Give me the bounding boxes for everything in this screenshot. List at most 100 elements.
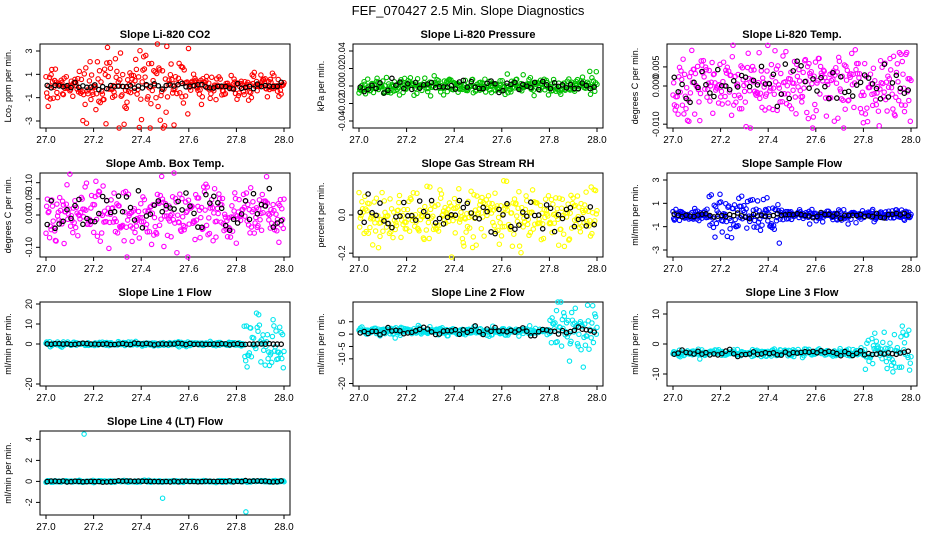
reference-point (726, 86, 733, 93)
data-point (588, 184, 594, 190)
data-point (584, 302, 591, 308)
data-point (499, 77, 505, 84)
data-point (158, 216, 164, 222)
data-point (885, 208, 892, 214)
data-point (111, 93, 118, 99)
reference-point (551, 80, 558, 86)
data-point (691, 205, 698, 212)
data-point (734, 81, 741, 87)
data-point (124, 217, 131, 223)
data-point (461, 243, 467, 249)
reference-point (691, 351, 697, 357)
reference-point (456, 331, 463, 338)
data-point (281, 478, 287, 485)
data-point (905, 354, 911, 361)
data-point (105, 73, 111, 80)
data-point (823, 113, 830, 119)
data-point (72, 224, 79, 231)
reference-point (72, 202, 78, 209)
reference-point (278, 79, 285, 86)
data-point (137, 47, 143, 54)
reference-point (127, 83, 134, 89)
data-point (456, 219, 463, 225)
data-point (697, 356, 703, 362)
data-point (539, 221, 546, 227)
data-point (279, 355, 285, 362)
reference-point (563, 85, 570, 91)
reference-point (500, 87, 506, 94)
data-point (561, 243, 568, 250)
y-tick-label: -10 (337, 352, 347, 365)
reference-point (246, 216, 253, 223)
data-point (166, 77, 172, 83)
data-point (797, 87, 804, 94)
x-tick-label: 27.4 (131, 393, 151, 404)
data-point (861, 60, 868, 67)
data-point (113, 218, 119, 225)
reference-point (865, 75, 872, 81)
data-point (725, 203, 732, 209)
data-point (462, 77, 469, 84)
data-point (545, 92, 552, 98)
data-point (256, 197, 263, 203)
x-tick-label: 27.6 (492, 393, 512, 404)
data-point (134, 91, 140, 97)
data-point (364, 207, 370, 214)
reference-point (408, 86, 415, 93)
data-point (174, 90, 180, 97)
data-point (271, 72, 277, 79)
data-point (361, 78, 367, 85)
data-point (543, 207, 550, 214)
data-point (499, 224, 505, 230)
reference-point (703, 349, 709, 356)
data-point (806, 221, 813, 227)
data-point (846, 97, 852, 103)
data-point (675, 111, 681, 117)
data-point (266, 217, 272, 223)
data-point (230, 214, 237, 220)
data-point (902, 102, 908, 108)
data-point (724, 233, 731, 240)
data-point (741, 88, 748, 95)
data-point (567, 210, 573, 216)
data-point (241, 91, 247, 98)
data-point (463, 229, 469, 235)
data-point (54, 94, 61, 101)
data-point (103, 121, 109, 127)
data-point (809, 206, 815, 213)
y-tick-label: 10 (651, 309, 661, 319)
data-point (268, 359, 275, 366)
data-point (520, 72, 526, 78)
data-point (224, 217, 230, 224)
data-point (529, 187, 536, 193)
data-point (712, 234, 718, 240)
data-point (756, 49, 762, 56)
data-point (899, 323, 906, 329)
reference-point (531, 79, 538, 86)
reference-point (492, 81, 498, 87)
data-point (901, 85, 907, 91)
data-point (50, 218, 56, 224)
chart-title: Slope Line 1 Flow (119, 287, 212, 299)
y-axis-label: ml/min per min. (3, 313, 13, 375)
data-point (802, 56, 809, 63)
reference-point (207, 200, 213, 206)
data-point (559, 196, 566, 203)
data-point (119, 92, 125, 98)
reference-point (591, 221, 598, 228)
data-point (553, 307, 560, 314)
data-point (95, 76, 101, 82)
data-point (891, 331, 898, 338)
data-point (46, 74, 53, 81)
data-point (553, 195, 559, 201)
data-point (894, 61, 901, 67)
reference-point (519, 209, 526, 215)
data-point (886, 75, 893, 82)
data-point (587, 91, 594, 98)
data-point (121, 121, 127, 128)
data-point (208, 90, 214, 97)
data-point (898, 334, 904, 340)
reference-point (873, 210, 880, 217)
data-point (275, 356, 281, 362)
data-point (379, 189, 385, 196)
